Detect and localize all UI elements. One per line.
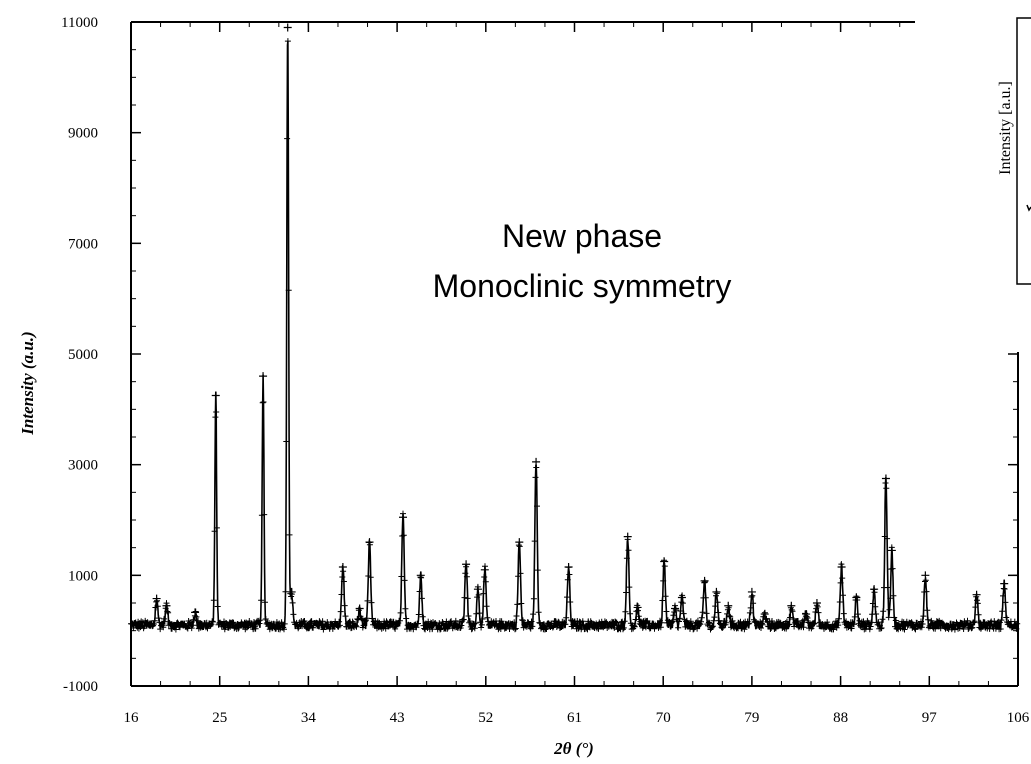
peak-point	[515, 538, 524, 547]
peak-point	[812, 599, 821, 607]
peak-point	[259, 372, 268, 381]
peak-point	[700, 576, 709, 585]
peak-point	[671, 604, 680, 613]
peak-point	[462, 560, 471, 569]
inset-frame	[1016, 17, 1031, 285]
trace-line	[130, 41, 1019, 633]
y-tick-label: 3000	[68, 458, 98, 474]
peak-point	[211, 391, 220, 400]
x-tick-label: 79	[744, 710, 759, 726]
peak-point	[852, 593, 861, 602]
peak-point	[152, 594, 161, 603]
y-tick-label: 5000	[68, 347, 98, 363]
x-tick-label: 97	[922, 710, 938, 726]
x-tick-label: 88	[833, 710, 848, 726]
trace-markers	[128, 38, 1021, 633]
peak-point	[712, 587, 721, 596]
peak-point	[623, 532, 632, 541]
peak-point	[747, 587, 756, 596]
peak-point	[365, 538, 374, 547]
y-tick-label: 7000	[68, 236, 98, 252]
peak-point	[480, 565, 489, 574]
x-tick-label: 16	[124, 710, 140, 726]
diffraction-trace	[128, 23, 1021, 633]
peak-point	[473, 585, 482, 594]
y-tick-label: 9000	[68, 126, 98, 142]
x-ticks: 16 25 34 43 52 61 70 79 88 97 106	[124, 22, 1030, 726]
peak-point	[1000, 579, 1009, 588]
y-tick-label: 1000	[68, 568, 98, 584]
inset-trace-fragment	[1026, 204, 1031, 212]
peak-point	[287, 587, 296, 596]
y-axis-title: Intensity (a.u.)	[18, 331, 37, 435]
peak-point	[564, 563, 573, 572]
x-tick-label: 70	[656, 710, 671, 726]
inset-panel: Intensity [a.u.]	[997, 17, 1031, 285]
peak-point	[802, 610, 811, 619]
peak-point	[724, 601, 733, 610]
peak-point	[338, 563, 347, 572]
peak-point	[881, 474, 890, 483]
peak-point	[660, 557, 669, 566]
peak-point	[837, 563, 846, 572]
y-tick-label: -1000	[63, 679, 98, 695]
x-tick-label: 61	[567, 710, 582, 726]
x-tick-label: 106	[1007, 710, 1030, 726]
annotation-line-1: New phase	[502, 218, 662, 254]
x-axis-title: 2θ (°)	[553, 739, 594, 758]
peak-point	[870, 585, 879, 594]
x-tick-label: 52	[478, 710, 493, 726]
peak-point	[633, 603, 642, 612]
peak-point	[191, 608, 200, 617]
annotation-line-2: Monoclinic symmetry	[433, 268, 732, 304]
peak-point	[887, 546, 896, 555]
inset-y-label: Intensity [a.u.]	[997, 81, 1014, 175]
peak-point	[972, 590, 981, 599]
peak-point	[399, 513, 408, 522]
x-tick-label: 25	[212, 710, 227, 726]
x-tick-label: 34	[301, 710, 317, 726]
x-tick-label: 43	[390, 710, 405, 726]
peak-point	[416, 571, 425, 580]
peak-point	[162, 601, 171, 610]
y-ticks: -1000 1000 3000 5000 7000 9000 11000	[61, 15, 1018, 695]
peak-point	[921, 571, 930, 580]
peak-point	[677, 593, 686, 602]
peak-point	[760, 610, 769, 619]
peak-point	[283, 23, 292, 32]
peak-point	[355, 604, 364, 613]
peak-point	[787, 601, 796, 610]
y-tick-label: 11000	[61, 15, 98, 31]
peak-point	[532, 457, 541, 466]
